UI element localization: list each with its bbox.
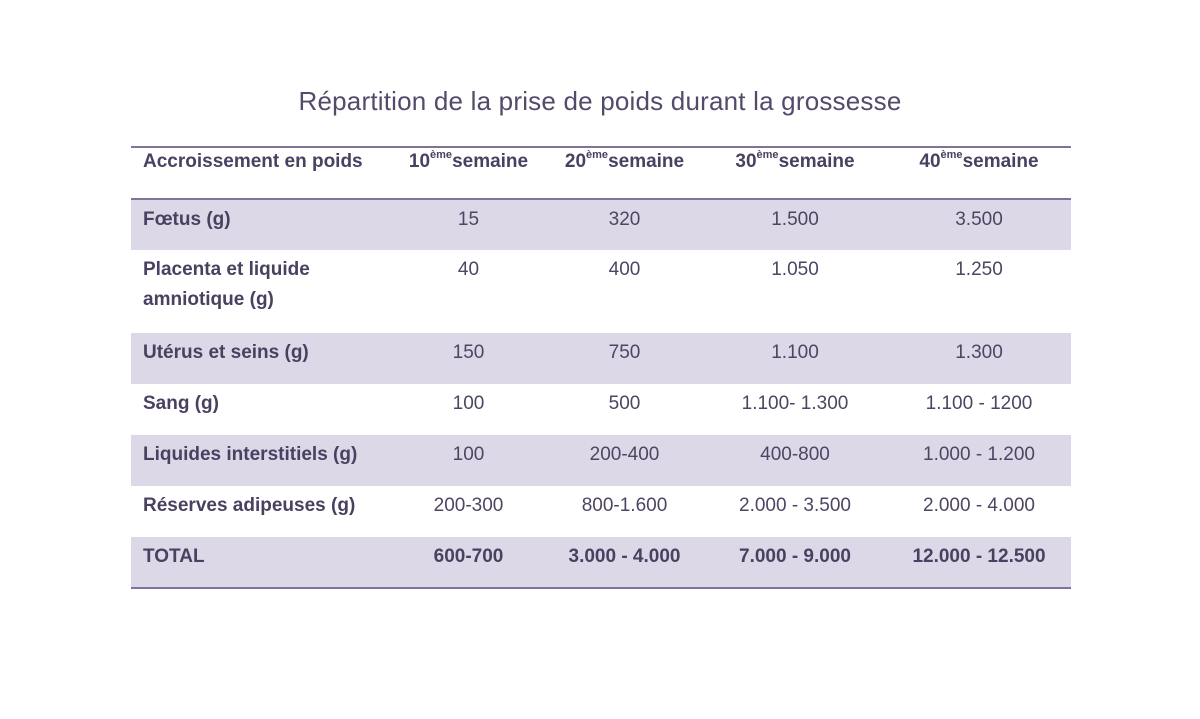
cell: 15	[391, 199, 546, 250]
cell: 1.500	[703, 199, 887, 250]
header-label: Accroissement en poids	[143, 151, 363, 172]
cell: 40	[457, 259, 480, 280]
cell: 400	[608, 259, 641, 280]
header-week-30: 30èmesemaine	[735, 149, 855, 172]
cell: 1.000 - 1.200	[887, 435, 1071, 486]
cell: 2.000 - 4.000	[923, 495, 1035, 516]
cell: 7.000 - 9.000	[703, 537, 887, 588]
page-title: Répartition de la prise de poids durant …	[298, 86, 902, 116]
row-label: Sang (g)	[143, 393, 219, 414]
weight-gain-table: Accroissement en poids 10èmesemaine 20èm…	[131, 146, 1071, 589]
table-row: Fœtus (g) 15 320 1.500 3.500	[131, 199, 1071, 250]
cell: 200-400	[546, 435, 703, 486]
cell: 1.100- 1.300	[741, 393, 849, 414]
total-row: TOTAL 600-700 3.000 - 4.000 7.000 - 9.00…	[131, 537, 1071, 588]
table-header-row: Accroissement en poids 10èmesemaine 20èm…	[131, 147, 1071, 199]
cell: 500	[608, 393, 641, 414]
cell: 3.000 - 4.000	[546, 537, 703, 588]
cell: 1.050	[771, 259, 819, 280]
row-label: Placenta et liquide amniotique (g)	[143, 259, 310, 310]
table-row: Placenta et liquide amniotique (g) 40 40…	[131, 250, 1071, 333]
header-week-40: 40èmesemaine	[919, 149, 1039, 172]
row-label: TOTAL	[131, 537, 391, 588]
table-row: Utérus et seins (g) 150 750 1.100 1.300	[131, 333, 1071, 384]
cell: 750	[546, 333, 703, 384]
cell: 800-1.600	[581, 495, 668, 516]
cell: 100	[452, 393, 485, 414]
cell: 600-700	[391, 537, 546, 588]
cell: 12.000 - 12.500	[887, 537, 1071, 588]
cell: 320	[546, 199, 703, 250]
cell: 1.100	[703, 333, 887, 384]
table-row: Réserves adipeuses (g) 200-300 800-1.600…	[131, 486, 1071, 537]
cell: 1.250	[955, 259, 1003, 280]
cell: 1.100 - 1200	[925, 393, 1033, 414]
cell: 3.500	[887, 199, 1071, 250]
cell: 200-300	[433, 495, 504, 516]
table-row: Liquides interstitiels (g) 100 200-400 4…	[131, 435, 1071, 486]
cell: 2.000 - 3.500	[739, 495, 851, 516]
row-label: Fœtus (g)	[131, 199, 391, 250]
row-label: Utérus et seins (g)	[131, 333, 391, 384]
row-label: Réserves adipeuses (g)	[143, 495, 356, 516]
cell: 400-800	[703, 435, 887, 486]
row-label: Liquides interstitiels (g)	[131, 435, 391, 486]
table-row: Sang (g) 100 500 1.100- 1.300 1.100 - 12…	[131, 384, 1071, 435]
header-week-10: 10èmesemaine	[408, 149, 529, 172]
cell: 1.300	[887, 333, 1071, 384]
cell: 150	[391, 333, 546, 384]
header-week-20: 20èmesemaine	[564, 149, 685, 172]
cell: 100	[391, 435, 546, 486]
